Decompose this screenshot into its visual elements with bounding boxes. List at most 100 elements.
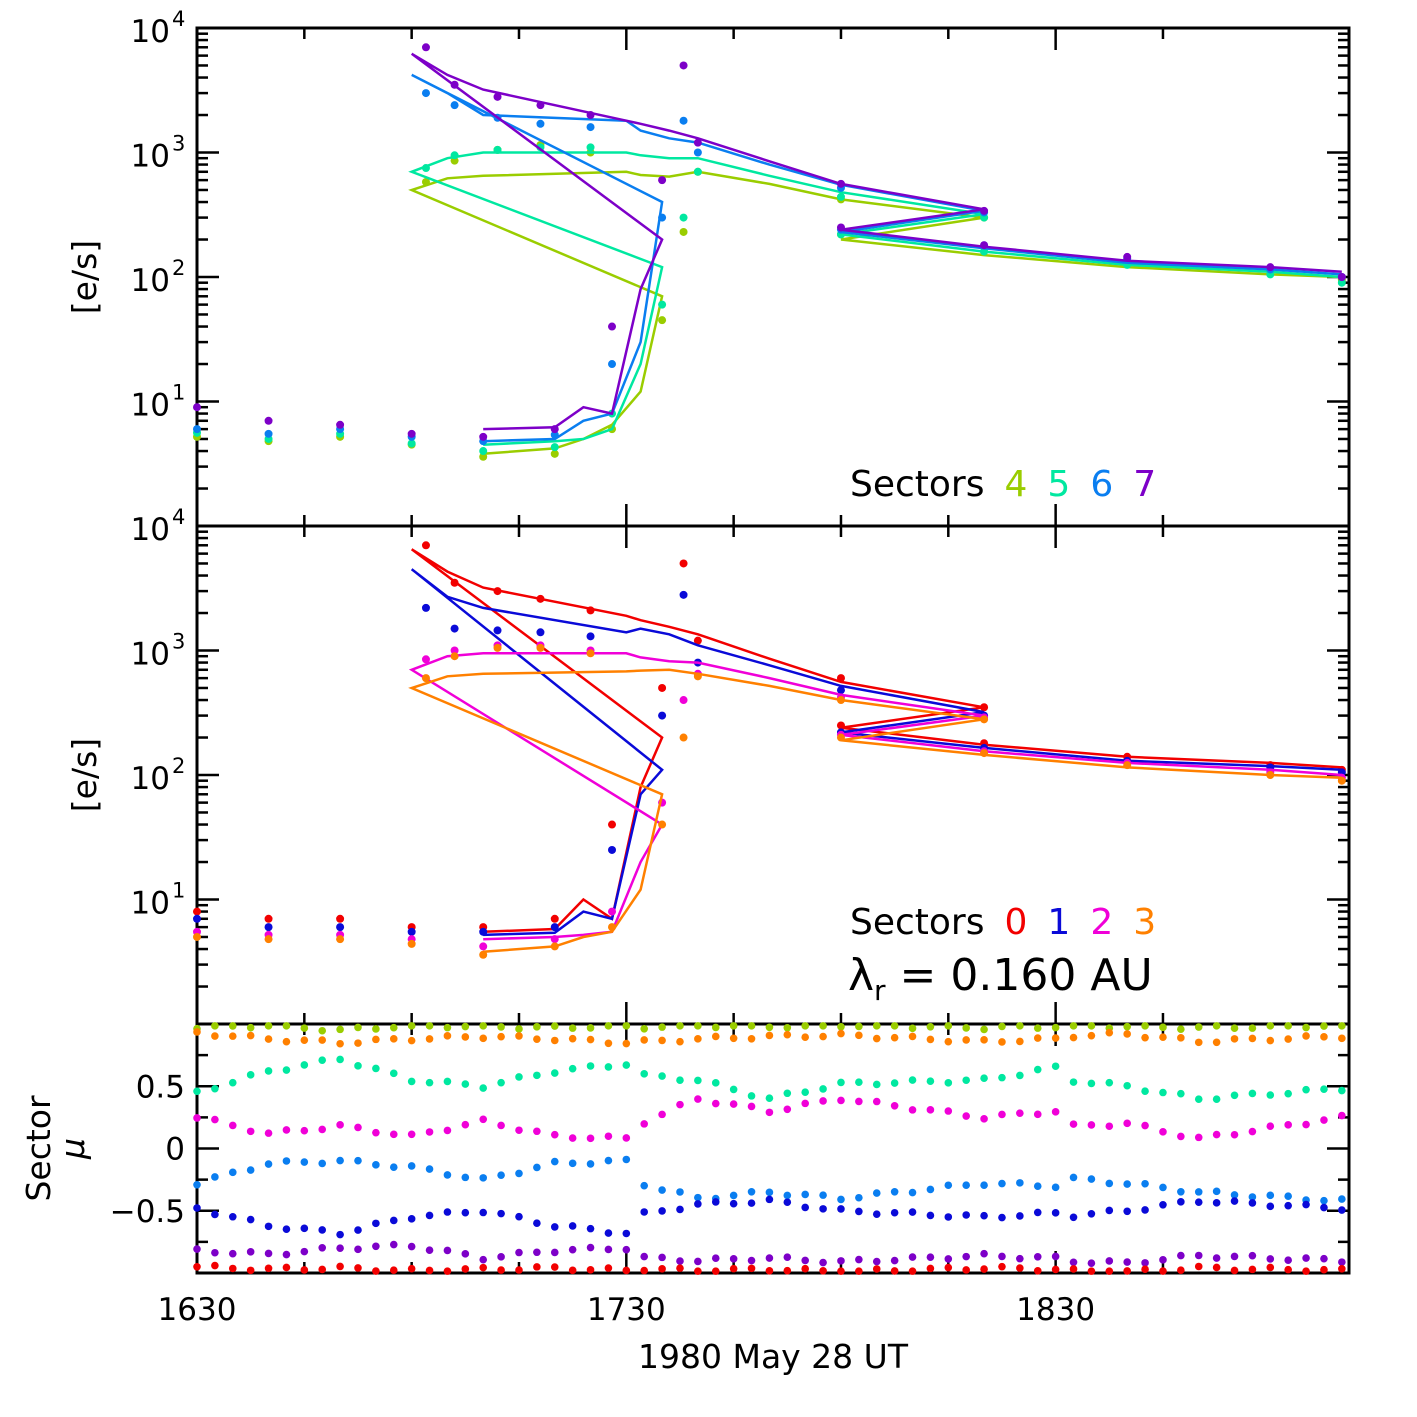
y-tick-label: 10 xyxy=(131,761,170,797)
mu-point-sector-6 xyxy=(1230,1191,1239,1199)
mu-point-sector-7 xyxy=(801,1256,809,1265)
mu-point-sector-0 xyxy=(1159,1267,1167,1275)
mu-point-sector-7 xyxy=(1016,1254,1024,1263)
mu-point-sector-5 xyxy=(425,1078,434,1087)
mu-point-sector-0 xyxy=(407,1264,416,1273)
mu-point-sector-7 xyxy=(944,1255,953,1263)
obs-point-sector-1 xyxy=(536,628,545,637)
mu-point-sector-7 xyxy=(1087,1259,1096,1267)
obs-point-sector-0 xyxy=(608,820,617,829)
mu-point-sector-2 xyxy=(765,1108,774,1117)
mu-point-sector-2 xyxy=(550,1130,559,1139)
mu-point-sector-0 xyxy=(962,1266,970,1274)
mu-point-sector-5 xyxy=(1284,1089,1292,1098)
mu-point-sector-4 xyxy=(747,1022,756,1030)
y-tick-exponent: 1 xyxy=(172,381,185,405)
obs-point-sector-5 xyxy=(479,447,488,456)
mu-point-sector-0 xyxy=(747,1264,756,1273)
y-tick-exponent: 1 xyxy=(172,879,185,903)
obs-point-sector-3 xyxy=(980,749,989,758)
mu-point-sector-7 xyxy=(1069,1258,1078,1267)
mu-point-sector-3 xyxy=(211,1032,219,1040)
mu-point-sector-0 xyxy=(640,1266,649,1275)
mu-point-sector-1 xyxy=(211,1210,219,1219)
mu-point-sector-7 xyxy=(1284,1256,1292,1265)
mu-series-sector-2 xyxy=(193,1095,1346,1143)
obs-point-sector-6 xyxy=(658,213,667,222)
mu-point-sector-6 xyxy=(604,1156,613,1165)
obs-point-sector-7 xyxy=(836,223,845,232)
obs-point-sector-5 xyxy=(1337,278,1346,287)
obs-point-sector-7 xyxy=(1266,263,1275,272)
mu-point-sector-7 xyxy=(318,1243,327,1252)
mu-point-sector-0 xyxy=(1194,1262,1203,1271)
mu-point-sector-2 xyxy=(729,1100,738,1108)
mu-point-sector-3 xyxy=(1230,1035,1239,1043)
mu-point-sector-1 xyxy=(1033,1208,1042,1217)
mu-point-sector-7 xyxy=(855,1255,863,1264)
mu-point-sector-2 xyxy=(443,1126,452,1135)
obs-point-sector-7 xyxy=(608,322,617,331)
obs-point-sector-3 xyxy=(450,652,459,661)
mu-point-sector-4 xyxy=(318,1026,327,1035)
obs-point-sector-5 xyxy=(550,443,559,452)
mu-point-sector-0 xyxy=(1087,1267,1096,1275)
mu-point-sector-4 xyxy=(300,1024,309,1032)
mu-point-sector-0 xyxy=(443,1267,452,1275)
obs-point-sector-6 xyxy=(421,89,430,98)
mu-point-sector-4 xyxy=(1051,1023,1060,1032)
mu-point-sector-5 xyxy=(1212,1095,1221,1103)
mu-point-sector-2 xyxy=(1248,1127,1257,1136)
mu-point-sector-1 xyxy=(747,1199,756,1207)
mu-point-sector-1 xyxy=(1069,1213,1078,1222)
mu-point-sector-7 xyxy=(872,1257,881,1266)
mu-point-sector-5 xyxy=(998,1073,1006,1082)
y-tick-exponent: 2 xyxy=(172,754,185,778)
y-tick-label: −0.5 xyxy=(110,1194,185,1230)
obs-point-sector-3 xyxy=(836,733,845,742)
series-sector-6 xyxy=(193,73,1346,446)
mu-point-sector-2 xyxy=(246,1127,255,1136)
mu-point-sector-6 xyxy=(336,1156,344,1165)
obs-point-sector-7 xyxy=(980,206,989,215)
mu-point-sector-5 xyxy=(819,1085,827,1093)
mu-point-sector-0 xyxy=(1141,1265,1149,1274)
mu-point-sector-5 xyxy=(515,1073,523,1081)
mu-point-sector-4 xyxy=(711,1023,720,1032)
obs-point-sector-5 xyxy=(450,151,459,160)
mu-point-sector-2 xyxy=(694,1095,702,1103)
mu-point-sector-2 xyxy=(1069,1120,1078,1128)
mu-point-sector-0 xyxy=(819,1266,827,1275)
mu-point-sector-7 xyxy=(676,1257,684,1265)
mu-point-sector-2 xyxy=(336,1121,344,1129)
mu-point-sector-2 xyxy=(908,1106,917,1114)
mu-point-sector-0 xyxy=(318,1265,327,1274)
legend-entry-sector-0: 0 xyxy=(1005,902,1028,943)
mu-point-sector-1 xyxy=(622,1229,631,1238)
obs-point-sector-3 xyxy=(608,923,617,932)
mu-point-sector-5 xyxy=(193,1087,201,1096)
obs-point-sector-3 xyxy=(479,950,488,959)
mu-point-sector-5 xyxy=(1194,1095,1203,1103)
mu-point-sector-1 xyxy=(1105,1206,1114,1215)
model-line-sector-7 xyxy=(410,52,1342,431)
mu-point-sector-0 xyxy=(461,1265,470,1273)
mu-point-sector-3 xyxy=(711,1032,720,1041)
mu-point-sector-3 xyxy=(389,1035,398,1043)
obs-point-sector-2 xyxy=(608,907,617,916)
obs-point-sector-6 xyxy=(536,119,545,128)
mu-point-sector-3 xyxy=(1159,1033,1167,1041)
mu-point-sector-3 xyxy=(1016,1037,1024,1046)
mu-point-sector-1 xyxy=(1320,1203,1328,1212)
mu-point-sector-5 xyxy=(479,1084,488,1092)
mu-point-sector-4 xyxy=(622,1022,631,1030)
mu-point-sector-3 xyxy=(550,1036,559,1045)
mu-point-sector-2 xyxy=(801,1099,809,1108)
mu-point-sector-1 xyxy=(1016,1212,1024,1220)
mu-point-sector-4 xyxy=(461,1022,470,1031)
mu-point-sector-5 xyxy=(622,1061,631,1069)
mu-point-sector-7 xyxy=(908,1253,917,1261)
mu-point-sector-3 xyxy=(640,1036,649,1044)
mu-point-sector-5 xyxy=(443,1077,452,1086)
